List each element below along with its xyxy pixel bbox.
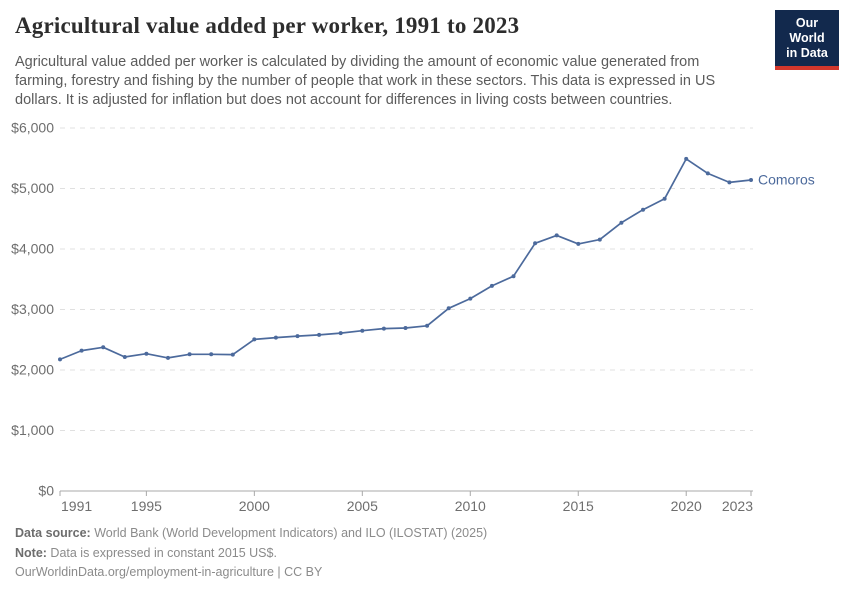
- data-point[interactable]: [597, 237, 602, 242]
- data-point[interactable]: [273, 335, 278, 340]
- data-point[interactable]: [554, 233, 559, 238]
- y-axis-tick-label: $1,000: [11, 422, 54, 438]
- data-point[interactable]: [166, 355, 170, 360]
- data-point[interactable]: [511, 274, 516, 279]
- data-point[interactable]: [749, 178, 753, 182]
- y-axis-tick-label: $0: [38, 483, 54, 499]
- data-point[interactable]: [317, 332, 322, 337]
- data-point[interactable]: [187, 352, 192, 357]
- x-axis-tick-label: 1991: [61, 498, 92, 514]
- data-point[interactable]: [641, 207, 645, 212]
- owid-logo-line2: in Data: [786, 46, 828, 60]
- owid-logo[interactable]: Our World in Data: [775, 10, 839, 70]
- data-point[interactable]: [381, 326, 386, 331]
- series-end-label[interactable]: Comoros: [758, 172, 815, 188]
- note-line: Note: Data is expressed in constant 2015…: [15, 544, 835, 564]
- page-title: Agricultural value added per worker, 199…: [15, 13, 520, 38]
- data-point[interactable]: [662, 196, 667, 201]
- x-axis-tick-label: 2015: [563, 498, 594, 514]
- x-axis-tick-label: 2020: [671, 498, 702, 514]
- data-point[interactable]: [101, 345, 106, 350]
- y-axis-tick-label: $5,000: [11, 180, 54, 196]
- y-axis-tick-label: $4,000: [11, 241, 54, 257]
- x-axis-tick-label: 2010: [455, 498, 486, 514]
- data-point[interactable]: [252, 337, 257, 342]
- data-point[interactable]: [79, 348, 84, 353]
- data-point[interactable]: [533, 241, 538, 246]
- owid-logo-line1: Our World: [789, 16, 825, 45]
- data-point[interactable]: [576, 241, 581, 246]
- x-axis-tick-label: 2005: [347, 498, 378, 514]
- data-point[interactable]: [489, 283, 494, 288]
- data-source-line: Data source: World Bank (World Developme…: [15, 524, 835, 544]
- data-point[interactable]: [58, 357, 62, 362]
- data-point[interactable]: [619, 220, 624, 225]
- data-point[interactable]: [684, 156, 689, 161]
- chart-footer: Data source: World Bank (World Developme…: [15, 524, 835, 583]
- data-point[interactable]: [403, 326, 408, 330]
- data-point[interactable]: [425, 323, 430, 328]
- note-label: Note:: [15, 545, 47, 560]
- data-point[interactable]: [144, 351, 149, 356]
- data-point[interactable]: [468, 296, 473, 301]
- data-point[interactable]: [360, 328, 365, 333]
- data-point[interactable]: [230, 352, 235, 357]
- y-axis-tick-label: $6,000: [11, 120, 54, 136]
- data-point[interactable]: [446, 306, 451, 311]
- data-point[interactable]: [209, 352, 214, 357]
- data-source-text: World Bank (World Development Indicators…: [90, 526, 488, 540]
- citation-link[interactable]: OurWorldinData.org/employment-in-agricul…: [15, 565, 323, 579]
- data-point[interactable]: [122, 355, 127, 359]
- y-axis-tick-label: $3,000: [11, 301, 54, 317]
- data-source-label: Data source:: [15, 526, 91, 540]
- data-point[interactable]: [295, 334, 300, 339]
- note-text: Data is expressed in constant 2015 US$.: [46, 545, 277, 560]
- x-axis-tick-label: 2000: [239, 498, 270, 514]
- x-axis-tick-label: 2023: [722, 498, 753, 514]
- data-point[interactable]: [727, 180, 732, 185]
- data-point[interactable]: [705, 171, 710, 176]
- chart-subtitle: Agricultural value added per worker is c…: [15, 54, 716, 108]
- y-axis-tick-label: $2,000: [11, 362, 54, 378]
- data-point[interactable]: [338, 331, 343, 336]
- x-axis-tick-label: 1995: [131, 498, 162, 514]
